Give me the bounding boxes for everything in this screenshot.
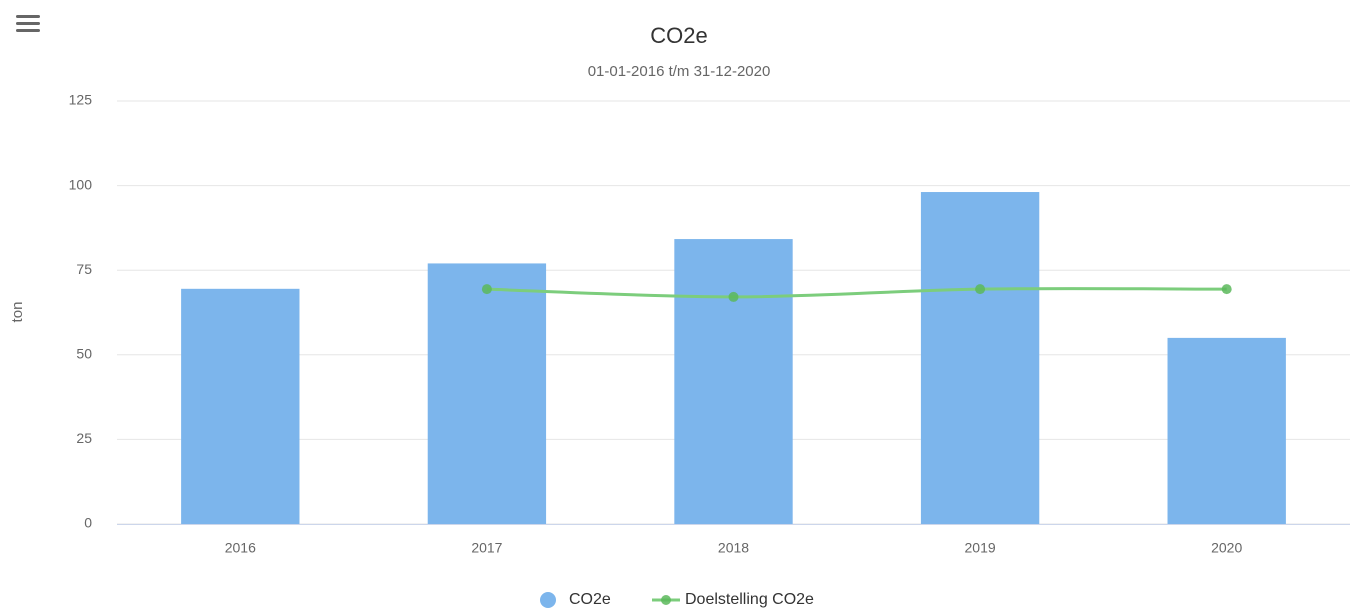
y-tick-label: 25 [76, 430, 92, 446]
bar [427, 263, 547, 524]
chart-title: CO2e [650, 23, 707, 48]
line-point [975, 284, 986, 295]
x-tick-label: 2020 [1211, 540, 1242, 556]
menu-bar [16, 15, 40, 18]
bar [674, 239, 793, 524]
bar [181, 288, 300, 524]
x-tick-label: 2018 [718, 540, 749, 556]
menu-bar [16, 29, 40, 32]
y-tick-label: 75 [76, 261, 92, 277]
y-tick-label: 0 [84, 515, 92, 531]
menu-bar [16, 22, 40, 25]
legend-label: Doelstelling CO2e [685, 591, 814, 608]
legend-label: CO2e [569, 591, 611, 608]
y-tick-label: 50 [76, 346, 92, 362]
x-tick-label: 2017 [471, 540, 502, 556]
bar [1167, 337, 1286, 524]
y-tick-label: 100 [69, 176, 93, 192]
line-point [728, 291, 739, 302]
chart-subtitle: 01-01-2016 t/m 31-12-2020 [588, 63, 771, 80]
line-point [481, 284, 492, 295]
line-series [486, 287, 1227, 299]
x-tick-label: 2019 [965, 540, 996, 556]
menu-button[interactable] [14, 12, 42, 34]
bar [920, 192, 1040, 524]
x-tick-label: 2016 [225, 540, 256, 556]
legend-symbol [661, 595, 671, 605]
legend-symbol [540, 592, 556, 608]
line-point [1221, 284, 1232, 295]
y-tick-label: 125 [69, 92, 93, 108]
y-axis-title: ton [9, 302, 26, 323]
